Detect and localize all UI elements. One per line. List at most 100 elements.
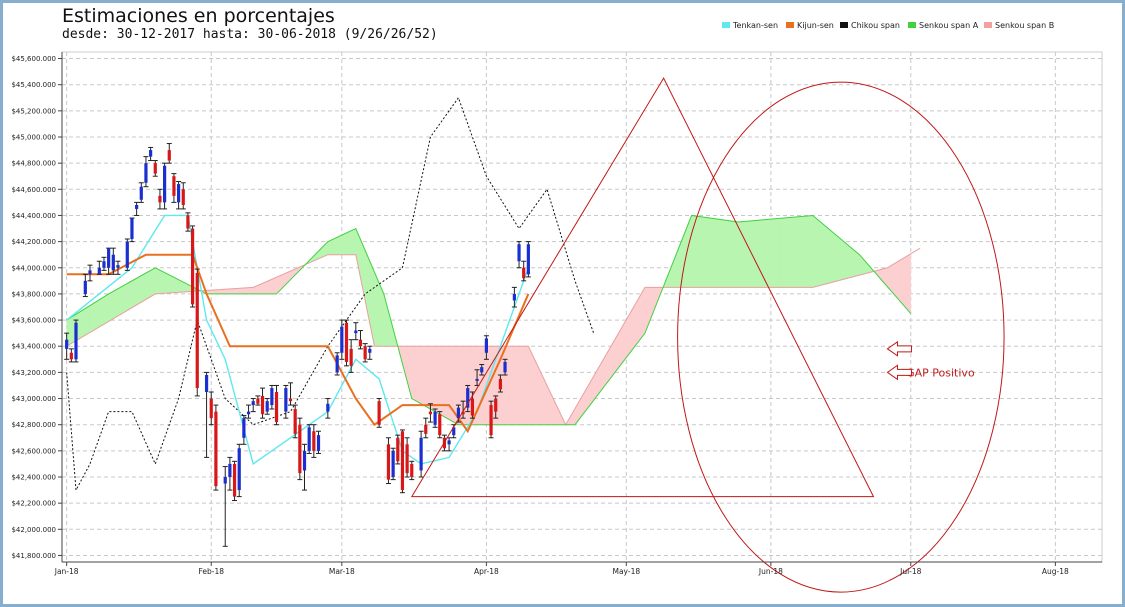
candle-body <box>246 411 251 415</box>
candle-up <box>124 238 130 271</box>
candle-body <box>242 418 246 438</box>
candle-up <box>465 384 471 413</box>
candle-down <box>185 212 191 232</box>
candle-down <box>362 343 368 363</box>
candle-body <box>288 398 293 402</box>
cloud-segment <box>700 216 706 288</box>
candle-body <box>83 280 87 294</box>
candle-down <box>357 330 363 350</box>
candle-up <box>250 398 256 413</box>
x-tick-label: Apr-18 <box>474 567 499 576</box>
candle-down <box>190 225 196 308</box>
candle-up <box>106 247 112 275</box>
candle-body <box>125 241 129 268</box>
candle-up <box>115 260 121 275</box>
candle-up <box>110 247 116 275</box>
candle-body <box>512 293 516 301</box>
candle-up <box>483 335 489 360</box>
cloud-segment <box>756 219 762 288</box>
candle-body <box>107 248 111 268</box>
y-tick-label: $43,200.000 <box>11 369 56 377</box>
candle-body <box>69 352 73 360</box>
cloud-segment <box>845 242 851 280</box>
candle-body <box>172 176 176 196</box>
plot-area <box>61 51 1103 563</box>
candle-up <box>306 424 312 454</box>
candle-body <box>302 450 307 471</box>
cloud-segment <box>159 269 165 294</box>
candle-body <box>190 228 195 305</box>
cloud-segment <box>742 220 748 288</box>
legend-swatch <box>722 22 730 28</box>
chart-title: Estimaciones en porcentajes <box>62 5 335 27</box>
candle-body <box>522 267 526 279</box>
candle-body <box>139 186 143 200</box>
candle-down <box>311 424 317 458</box>
cloud-segment <box>117 285 123 317</box>
candle-down <box>297 417 303 481</box>
cloud-segment <box>523 345 529 425</box>
cloud-segment <box>798 216 804 288</box>
cloud-segment <box>728 220 734 288</box>
tenkan-sen-line <box>66 214 530 466</box>
cloud-segment <box>439 345 445 418</box>
candle-up <box>96 260 102 275</box>
x-tick-label: Feb-18 <box>198 567 224 576</box>
y-tick-label: $45,600.000 <box>11 55 56 63</box>
candle-down <box>343 319 349 367</box>
cloud-segment <box>411 345 417 402</box>
candle-body <box>144 163 148 183</box>
candle-body <box>307 427 311 451</box>
candle-body <box>181 189 185 205</box>
candle-body <box>410 463 414 477</box>
cloud-segment <box>444 345 450 420</box>
candle-body <box>260 395 265 415</box>
legend-item-kijun-sen: Kijun-sen <box>786 19 834 31</box>
candle-down <box>460 400 466 419</box>
cloud-segment <box>103 293 109 325</box>
candle-body <box>102 261 106 268</box>
candle-body <box>130 218 134 239</box>
cloud-segment <box>336 234 343 255</box>
candle-body <box>256 398 260 404</box>
candle-down <box>488 400 494 439</box>
candle-body <box>386 444 391 480</box>
candle-up <box>334 352 340 376</box>
y-tick-label: $42,400.000 <box>11 474 56 482</box>
candle-down <box>152 160 158 177</box>
candle-body <box>428 411 433 415</box>
candle-up <box>227 456 233 491</box>
cloud-segment <box>346 230 352 255</box>
y-tick-label: $44,800.000 <box>11 160 56 168</box>
candle-up <box>339 319 345 360</box>
candle-body <box>251 401 255 406</box>
legend-label: Chikou span <box>851 20 900 30</box>
y-tick-label: $43,600.000 <box>11 317 56 325</box>
candles <box>64 143 531 547</box>
candle-body <box>447 440 451 445</box>
x-tick-label: Aug-18 <box>1042 567 1069 576</box>
candle-up <box>302 443 308 491</box>
cloud-segment <box>518 345 524 425</box>
candle-up <box>143 156 149 188</box>
candle-up <box>129 217 135 243</box>
cloud-segment <box>504 345 510 425</box>
cloud-segment <box>821 222 828 286</box>
legend-swatch <box>840 22 848 28</box>
cloud-segment <box>229 288 235 295</box>
candle-body <box>284 388 288 412</box>
candle-down <box>404 437 410 478</box>
candle-body <box>358 339 363 347</box>
triangle-pattern <box>410 77 875 498</box>
cloud-segment <box>775 218 781 288</box>
cloud-segment <box>164 272 170 294</box>
cloud-segment <box>131 277 137 309</box>
candle-body <box>265 401 269 412</box>
cloud-segment <box>714 218 720 288</box>
cloud-segment <box>901 256 907 309</box>
candle-body <box>214 411 218 487</box>
candle-up <box>367 345 373 360</box>
legend-swatch <box>984 22 992 28</box>
candle-up <box>246 404 252 419</box>
candle-body <box>116 265 120 268</box>
